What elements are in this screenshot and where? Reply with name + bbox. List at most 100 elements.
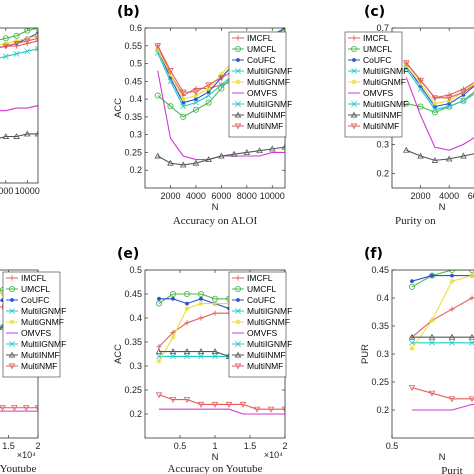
legend-marker [352, 58, 356, 62]
data-point-multiinmf [403, 146, 410, 153]
data-point-multinmf [11, 405, 18, 412]
legend-marker [234, 351, 242, 358]
legend-label: MultiNMF [247, 361, 283, 371]
x-tick-label: 1.5 [2, 441, 15, 451]
y-tick-label: 0.2 [376, 405, 389, 415]
y-tick-label: 0.7 [376, 23, 389, 33]
data-point-multiinmf [218, 152, 225, 159]
data-point-multinmf [34, 35, 38, 42]
y-tick-label: 0.3 [376, 139, 389, 149]
data-point-multiinmf [34, 130, 38, 137]
y-tick-label: 0.55 [124, 41, 142, 51]
chart-panel-4: 0.511.52×10⁴YoutubeIMCFLUMCFLCoUFCMultiI… [0, 269, 66, 474]
data-point-multinmf [445, 95, 453, 102]
plot-area [392, 270, 474, 438]
x-tick-label: 2 [282, 441, 287, 451]
data-point-multiignmf [218, 82, 225, 88]
legend-label: MultiINMF [247, 110, 286, 120]
data-point-imcfl [184, 320, 190, 326]
data-point-umcfl [183, 290, 191, 298]
data-point-multiignmf [446, 103, 453, 110]
legend-label: MultiNMF [21, 361, 57, 371]
data-point-multinmf [0, 405, 6, 412]
data-point-imcfl [212, 310, 218, 316]
y-tick-label: 0.5 [129, 59, 142, 69]
legend: IMCFLUMCFLCoUFCMultiIGNMFMultiGNMFOMVFSM… [2, 271, 66, 378]
series-line-omvfs [0, 104, 38, 112]
data-point-multinmf [239, 401, 247, 408]
data-point-multiinmf [169, 348, 177, 355]
y-tick-label: 0.25 [124, 385, 142, 395]
x-axis-label: N [439, 452, 446, 463]
series-line-umcfl [0, 28, 38, 41]
data-point-multinmf [169, 397, 177, 404]
data-point-umcfl [460, 97, 467, 104]
y-tick-label: 0.3 [129, 130, 142, 140]
panel-caption: Youtube [0, 463, 37, 474]
data-point-multiignmf [170, 353, 176, 360]
legend-label: IMCFL [363, 33, 389, 43]
x-tick-label: 6000 [211, 191, 231, 201]
chart-panel-5: 0.2 0.25 0.3 0.35 0.4 0.45 0.5 0.5 1 1.5 2×10⁴ ACC N… [113, 246, 292, 474]
chart-panel-1: 000 10000 [0, 27, 40, 196]
data-point-multiinmf [445, 155, 453, 162]
legend-label: OMVFS [247, 88, 278, 98]
panel-caption: Purity on [395, 215, 436, 227]
data-point-multiinmf [155, 348, 163, 355]
data-point-multiinmf [205, 156, 212, 163]
data-point-multiignmf [167, 78, 174, 85]
data-point-multiinmf [448, 333, 456, 340]
data-point-multignmf [212, 301, 218, 307]
data-point-multignmf [170, 334, 176, 340]
legend-marker [236, 58, 240, 62]
x-axis-label: N [212, 452, 219, 463]
x-tick-label: 4000 [439, 191, 459, 201]
data-point-umcfl [154, 92, 161, 99]
data-point-multiinmf [183, 348, 191, 355]
data-point-multinmf [167, 68, 174, 75]
data-point-multiinmf [281, 143, 285, 150]
x-axis-label: N [439, 202, 446, 213]
data-point-imcfl [198, 315, 204, 321]
series-line-omvfs [412, 403, 474, 411]
x-tick-label: 8000 [237, 191, 257, 201]
data-point-umcfl [218, 85, 225, 92]
legend: IMCFLUMCFLCoUFCMultiIGNMFMultiGNMFOMVFSM… [344, 31, 408, 138]
data-point-multiignmf [193, 99, 199, 106]
data-point-imcfl [449, 306, 455, 312]
data-point-multiinmf [167, 159, 174, 166]
data-point-multignmf [193, 92, 199, 99]
y-tick-label: 0.45 [124, 76, 142, 86]
data-point-multignmf [469, 273, 474, 279]
data-point-multinmf [23, 38, 31, 45]
legend-marker [350, 123, 358, 130]
legend-marker [351, 79, 357, 85]
legend-label: MultiIGNMF [247, 66, 292, 76]
series-line-coufc [0, 32, 38, 49]
y-tick-label: 0.6 [129, 23, 142, 33]
data-point-umcfl [403, 100, 410, 107]
data-point-umcfl [24, 28, 31, 34]
data-point-imcfl [35, 38, 38, 44]
data-point-multinmf [211, 401, 219, 408]
legend-label: CoUFC [247, 55, 275, 65]
x-tick-label: 10000 [260, 191, 285, 201]
legend-marker [9, 275, 15, 281]
legend-label: CoUFC [363, 55, 391, 65]
series-line-omvfs [159, 408, 285, 415]
legend-marker [8, 285, 16, 293]
legend-label: IMCFL [247, 273, 273, 283]
series-line-multinmf [158, 394, 285, 410]
data-point-multignmf [180, 96, 186, 102]
series-line-multignmf [0, 35, 38, 46]
data-point-multiignmf [2, 53, 9, 60]
legend-label: MultiIGNMF [247, 99, 292, 109]
data-point-multignmf [3, 40, 9, 47]
data-point-umcfl [169, 290, 177, 298]
legend-marker [235, 341, 241, 347]
legend-marker [235, 275, 241, 281]
y-tick-label: 0.35 [124, 112, 142, 122]
series-group [0, 28, 38, 139]
legend-label: OMVFS [21, 328, 52, 338]
x-tick-label: 2000 [160, 191, 180, 201]
